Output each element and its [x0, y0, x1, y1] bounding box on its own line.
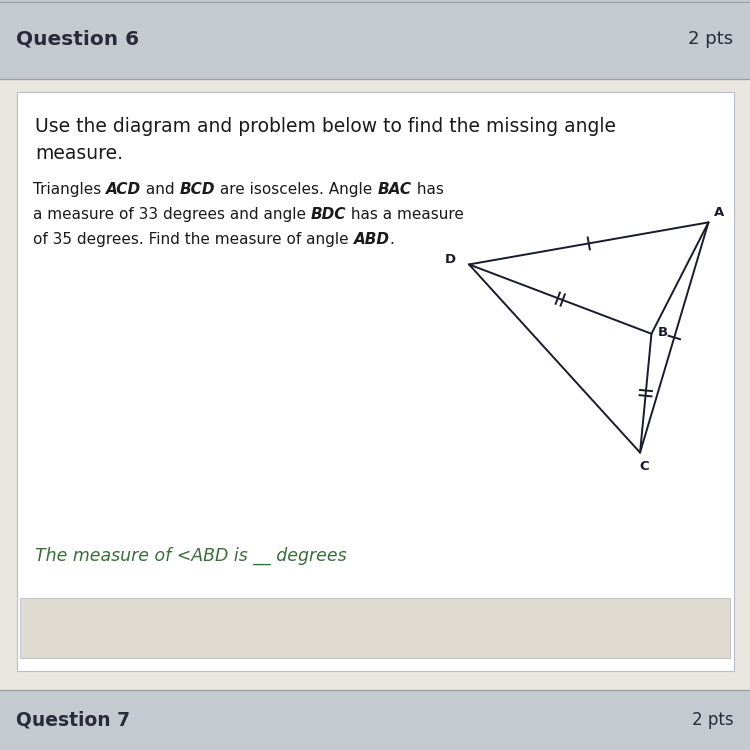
Text: has a measure: has a measure [346, 207, 464, 222]
Bar [20, 598, 730, 658]
Text: 2 pts: 2 pts [692, 711, 734, 729]
Text: and: and [141, 182, 180, 197]
Bar [0, 690, 750, 750]
Text: Question 6: Question 6 [16, 30, 140, 49]
Text: has: has [412, 182, 443, 197]
Text: Triangles: Triangles [33, 182, 106, 197]
Text: measure.: measure. [35, 144, 123, 164]
Text: are isosceles. Angle: are isosceles. Angle [215, 182, 377, 197]
Text: BAC: BAC [377, 182, 412, 197]
Text: .: . [389, 232, 394, 247]
Bar [0, 79, 750, 690]
Text: A: A [714, 206, 724, 219]
Bar [0, 0, 750, 79]
Text: D: D [445, 254, 455, 266]
Text: ABD: ABD [353, 232, 389, 247]
Text: Question 7: Question 7 [16, 710, 130, 730]
Text: B: B [658, 326, 668, 339]
Bar [16, 92, 734, 671]
Text: C: C [639, 460, 649, 473]
Text: The measure of <ABD is __ degrees: The measure of <ABD is __ degrees [35, 546, 346, 565]
Text: ACD: ACD [106, 182, 141, 197]
Text: of 35 degrees. Find the measure of angle: of 35 degrees. Find the measure of angle [33, 232, 353, 247]
Text: a measure of 33 degrees and angle: a measure of 33 degrees and angle [33, 207, 310, 222]
Text: BDC: BDC [310, 207, 346, 222]
Text: Use the diagram and problem below to find the missing angle: Use the diagram and problem below to fin… [35, 116, 616, 136]
Text: 2 pts: 2 pts [688, 30, 734, 48]
Text: BCD: BCD [180, 182, 215, 197]
